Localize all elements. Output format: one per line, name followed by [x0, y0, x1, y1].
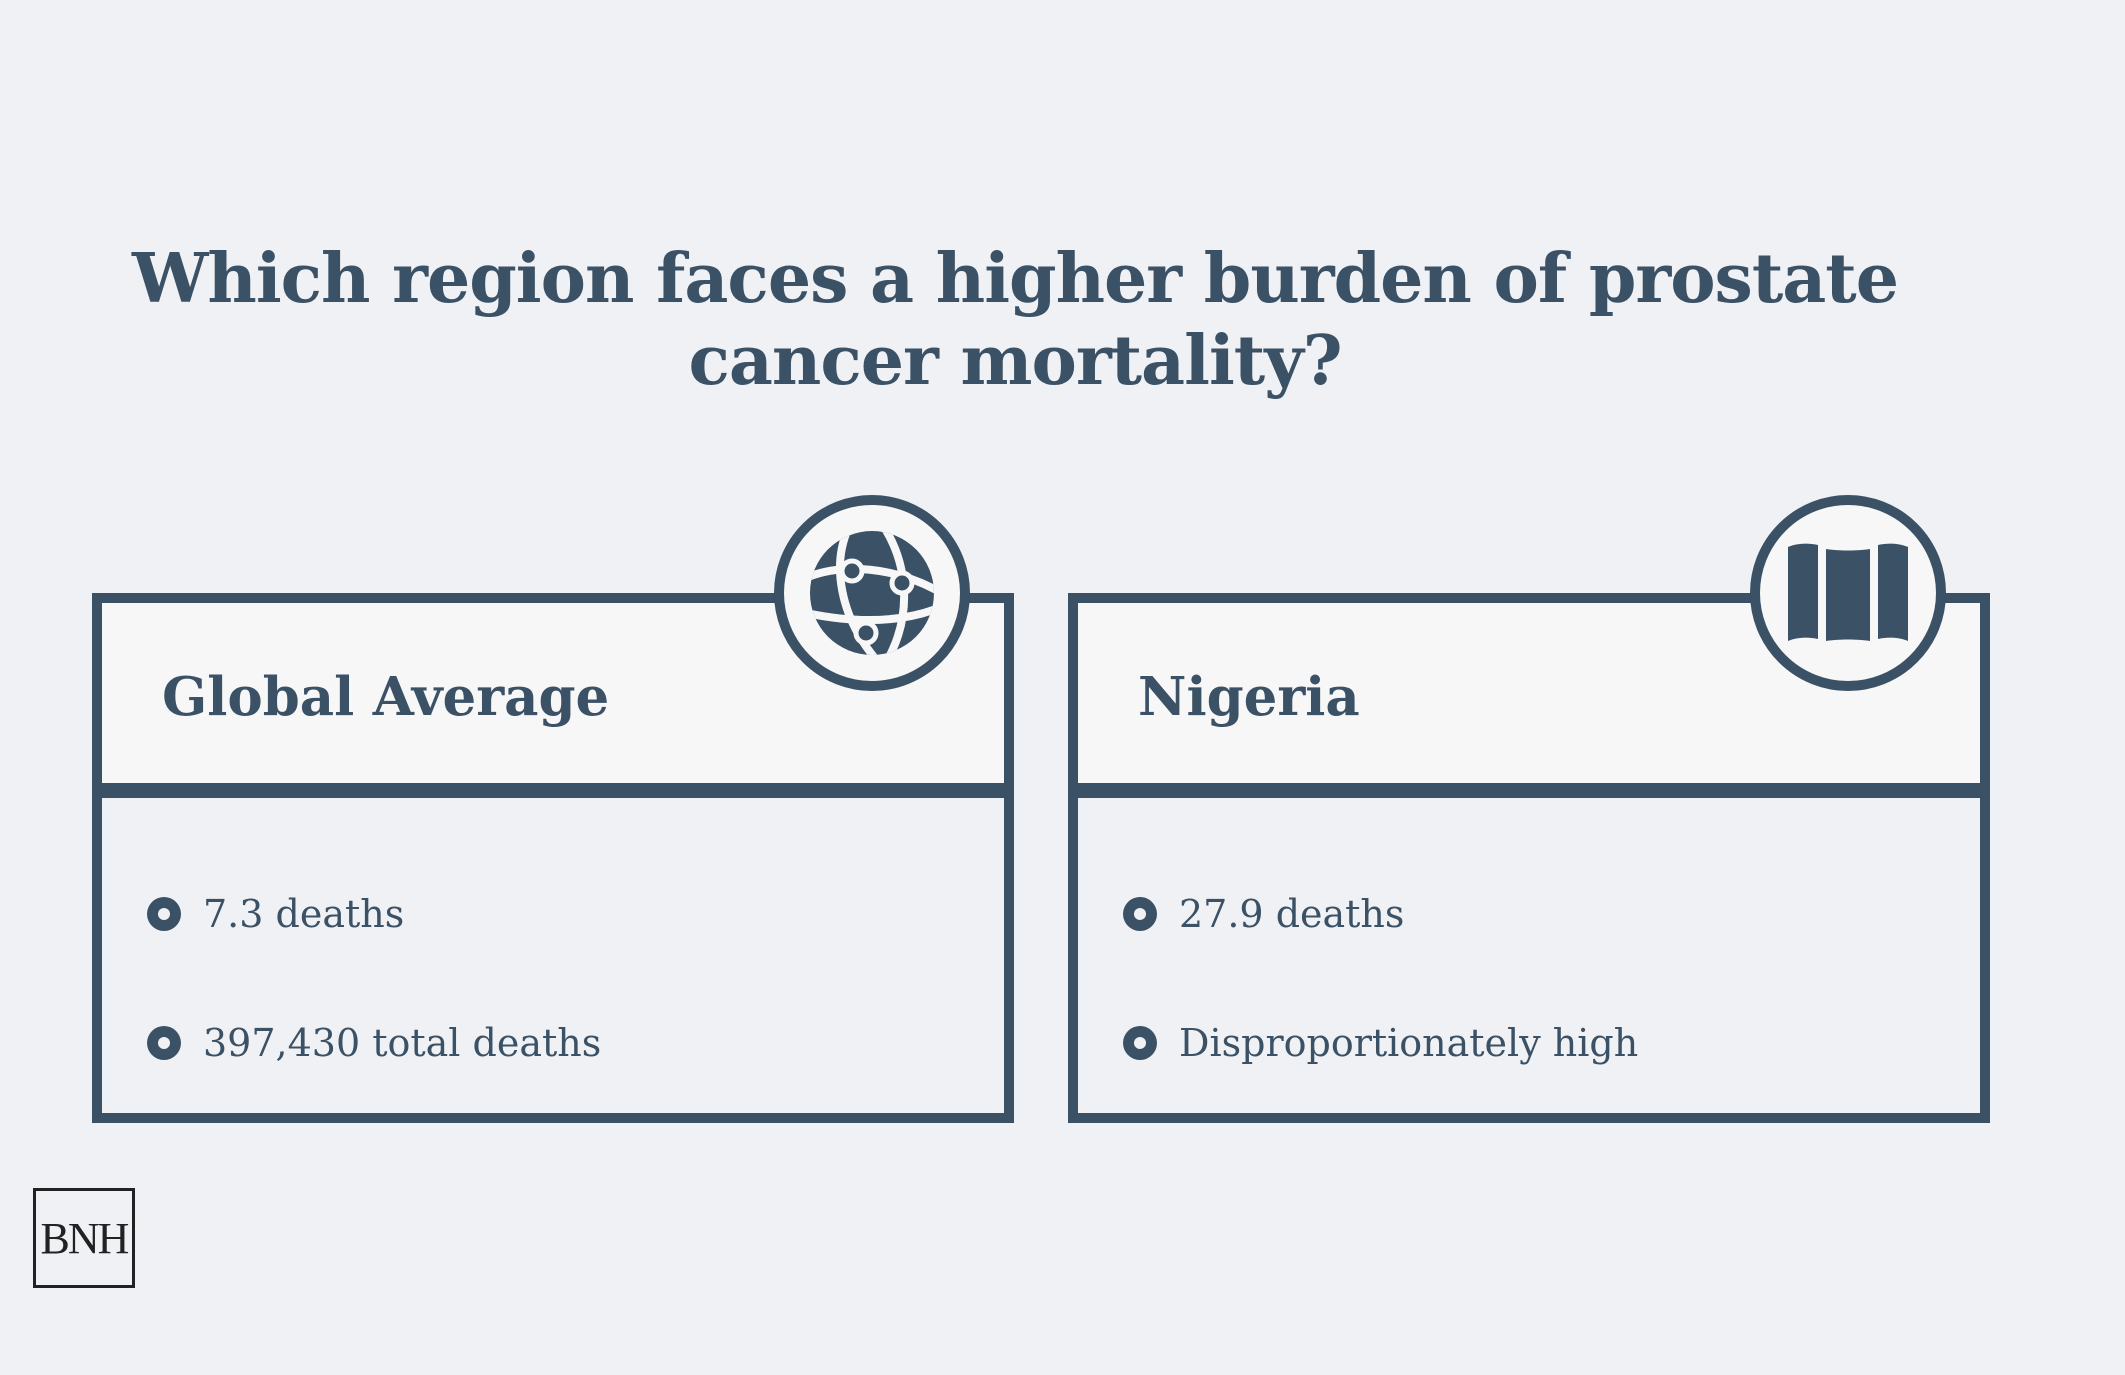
bullet-icon — [1123, 1026, 1157, 1060]
list-item-text: 397,430 total deaths — [203, 1021, 602, 1065]
card-nigeria: Nigeria 27.9 deaths Disproportionately h… — [1068, 495, 1990, 1123]
card-body: 27.9 deaths Disproportionately high — [1068, 788, 1990, 1123]
logo-text: BNH — [40, 1213, 130, 1263]
list-item: Disproportionately high — [1123, 1015, 1638, 1071]
card-title: Global Average — [162, 666, 610, 728]
globe-icon — [810, 531, 934, 655]
bullet-icon — [147, 897, 181, 931]
bullet-icon — [147, 1026, 181, 1060]
card-body: 7.3 deaths 397,430 total deaths — [92, 788, 1014, 1123]
list-item-text: 7.3 deaths — [203, 892, 405, 936]
card-title: Nigeria — [1138, 666, 1360, 728]
bullet-icon — [1123, 897, 1157, 931]
list-item-text: 27.9 deaths — [1179, 892, 1405, 936]
card-global-average: Global Average 7.3 deaths 397,430 total … — [92, 495, 1014, 1123]
page-title: Which region faces a higher burden of pr… — [132, 239, 1899, 401]
list-item: 7.3 deaths — [147, 886, 404, 942]
list-item: 397,430 total deaths — [147, 1015, 601, 1071]
list-item-text: Disproportionately high — [1179, 1021, 1639, 1065]
list-item: 27.9 deaths — [1123, 886, 1404, 942]
logo: BNH — [33, 1188, 135, 1288]
globe-badge — [774, 495, 970, 691]
map-icon — [1788, 543, 1908, 641]
map-badge — [1750, 495, 1946, 691]
